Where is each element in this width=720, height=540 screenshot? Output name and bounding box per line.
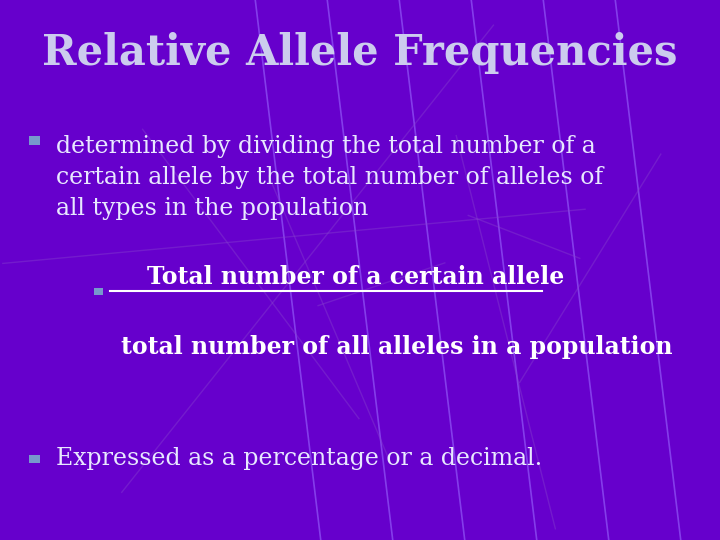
Text: Relative Allele Frequencies: Relative Allele Frequencies [42,32,678,75]
Text: Expressed as a percentage or a decimal.: Expressed as a percentage or a decimal. [56,448,542,470]
Text: Total number of a certain allele: Total number of a certain allele [114,265,564,289]
Bar [29,455,40,463]
Text: total number of all alleles in a population: total number of all alleles in a populat… [121,335,672,359]
Text: determined by dividing the total number of a
certain allele by the total number : determined by dividing the total number … [56,135,603,220]
Bar [94,288,103,295]
Bar [29,136,40,145]
